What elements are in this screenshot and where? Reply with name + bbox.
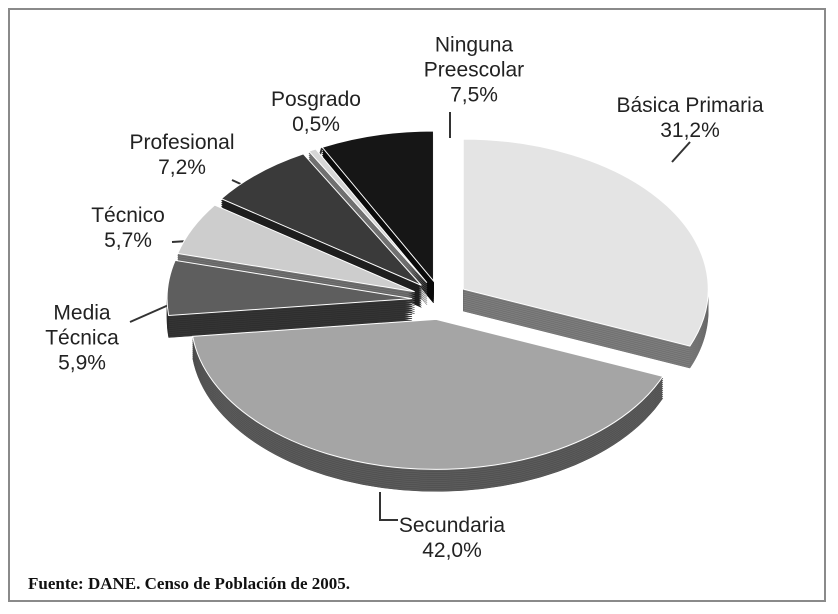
category-label: Profesional [129,131,235,154]
slice-group [192,318,664,492]
slice-label: Posgrado 0,5% [246,87,386,137]
category-label: Media Técnica [45,301,119,350]
category-label: Secundaria [398,514,506,537]
slice-label: Secundaria 42,0% [352,513,552,563]
slice [307,148,428,284]
value-label: 31,2% [660,119,720,142]
slice-label: Básica Primaria 31,2% [570,93,810,143]
slice [321,130,434,283]
category-label: Básica Primaria [616,94,764,117]
slice [176,204,415,293]
slice [166,259,413,317]
frame [8,8,826,602]
value-label: 0,5% [292,113,340,136]
category-label: Ninguna Preescolar [423,33,525,82]
source-note: Fuente: DANE. Censo de Población de 2005… [28,574,351,593]
leader-line [671,141,691,163]
value-label: 42,0% [422,539,482,562]
value-label: 7,5% [450,83,498,107]
value-label: 7,2% [158,156,206,179]
category-label: Técnico [91,204,165,227]
slice-label: Profesional 7,2% [102,130,262,180]
category-label: Posgrado [271,88,361,111]
value-label: 5,7% [104,229,152,252]
slice-group [462,138,709,369]
slice-label: Ninguna Preescolar 7,5% [404,33,544,108]
leader-line [379,492,398,521]
slice [220,153,422,286]
slice-label: Media Técnica 5,9% [22,301,142,376]
slice-group [166,259,413,338]
slice [192,318,664,470]
slice [462,138,709,347]
slice-label: Técnico 5,7% [68,203,188,253]
value-label: 5,9% [58,351,106,375]
